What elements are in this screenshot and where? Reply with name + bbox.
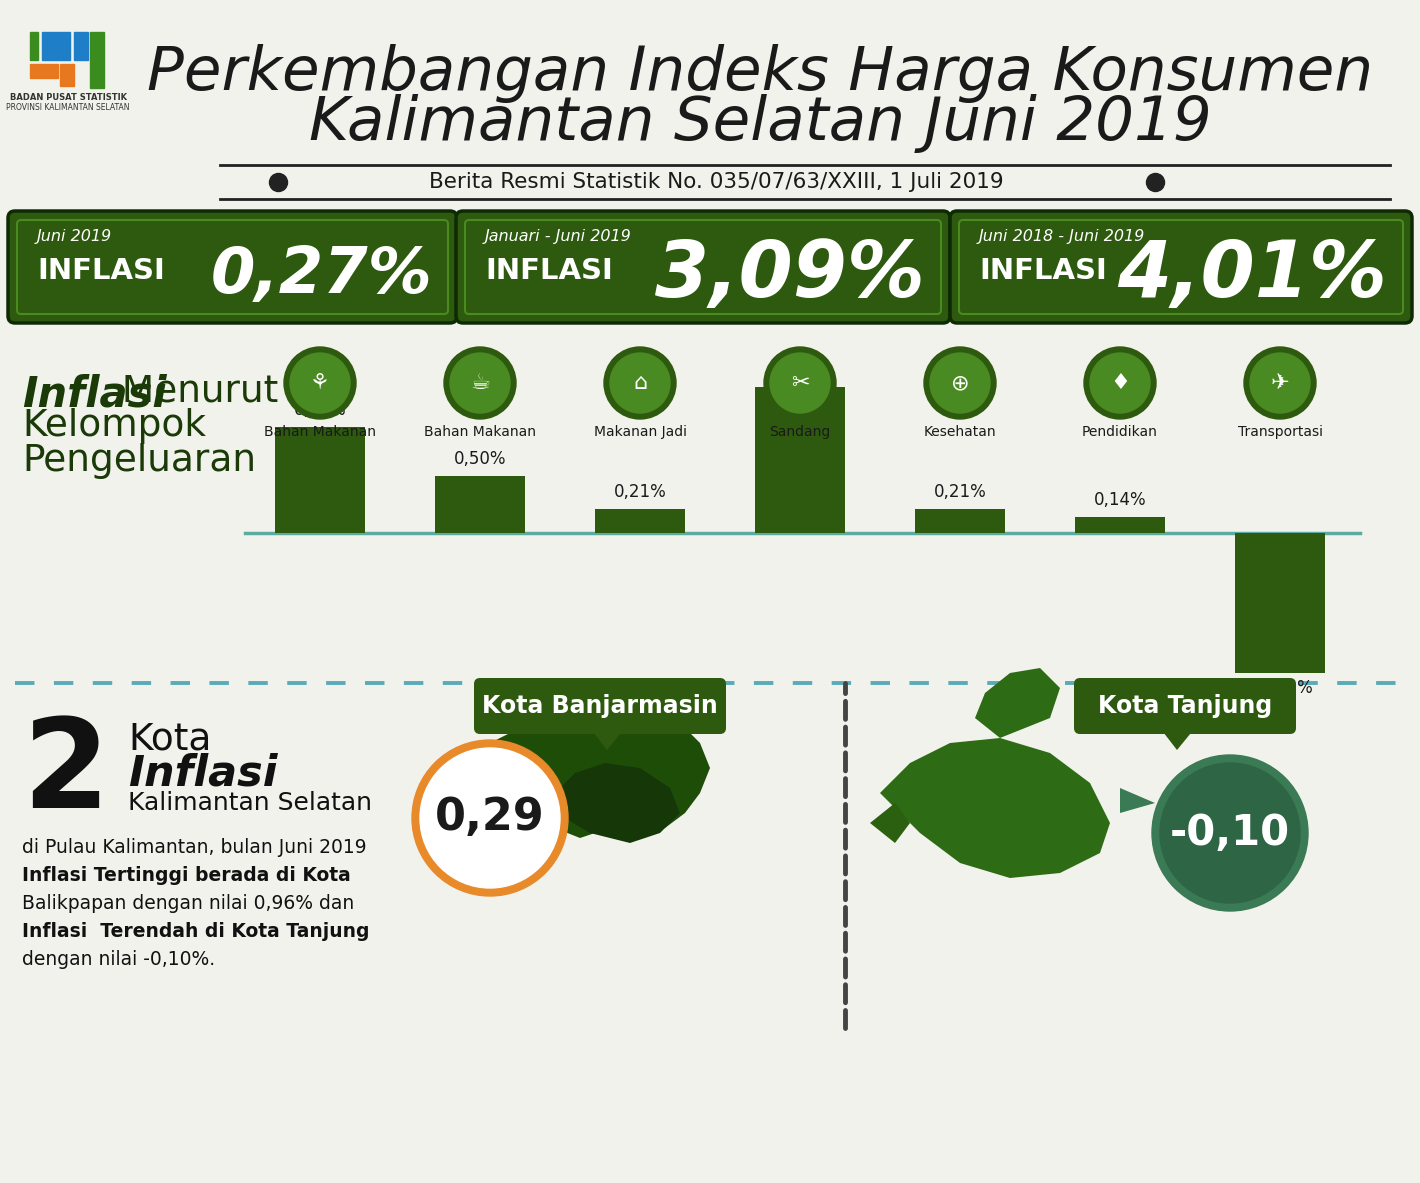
Circle shape (412, 741, 568, 896)
Text: Perkembangan Indeks Harga Konsumen: Perkembangan Indeks Harga Konsumen (146, 44, 1373, 103)
Text: Kalimantan Selatan Juni 2019: Kalimantan Selatan Juni 2019 (308, 93, 1211, 153)
Text: 0,21%: 0,21% (613, 483, 666, 500)
Circle shape (450, 353, 510, 413)
Polygon shape (528, 808, 559, 828)
Circle shape (611, 353, 670, 413)
Bar (914, 509, 1005, 534)
Text: Januari - Juni 2019: Januari - Juni 2019 (486, 228, 632, 244)
Text: ♦: ♦ (1110, 373, 1130, 393)
Polygon shape (880, 738, 1110, 878)
Bar (30, 32, 38, 60)
Circle shape (1152, 755, 1308, 911)
Text: 1,27%: 1,27% (774, 361, 826, 379)
FancyBboxPatch shape (474, 678, 726, 733)
Bar (74, 32, 88, 60)
Circle shape (444, 347, 515, 419)
Bar (43, 32, 70, 60)
Text: BADAN PUSAT STATISTIK: BADAN PUSAT STATISTIK (10, 93, 126, 102)
Text: 0,14%: 0,14% (1093, 491, 1146, 509)
Text: ✈: ✈ (1271, 373, 1289, 393)
Circle shape (924, 347, 995, 419)
Text: 2: 2 (21, 713, 109, 834)
Text: PROVINSI KALIMANTAN SELATAN: PROVINSI KALIMANTAN SELATAN (6, 103, 129, 112)
Text: 0,27%: 0,27% (210, 244, 432, 306)
Text: 0,50%: 0,50% (454, 450, 507, 467)
FancyBboxPatch shape (9, 211, 457, 323)
Bar (1235, 534, 1325, 673)
Polygon shape (589, 728, 625, 750)
Text: Juni 2018 - Juni 2019: Juni 2018 - Juni 2019 (978, 228, 1146, 244)
Text: 0,21%: 0,21% (933, 483, 987, 500)
Text: Menurut: Menurut (109, 373, 278, 409)
Text: ✂: ✂ (791, 373, 809, 393)
FancyBboxPatch shape (1074, 678, 1296, 733)
FancyBboxPatch shape (950, 211, 1411, 323)
Polygon shape (976, 668, 1059, 738)
Text: Balikpapan dengan nilai 0,96% dan: Balikpapan dengan nilai 0,96% dan (21, 894, 354, 913)
Circle shape (1083, 347, 1156, 419)
Text: 3,09%: 3,09% (655, 237, 924, 313)
Circle shape (1244, 347, 1316, 419)
Text: Berita Resmi Statistik No. 035/07/63/XXIII, 1 Juli 2019: Berita Resmi Statistik No. 035/07/63/XXI… (429, 172, 1004, 192)
Circle shape (604, 347, 676, 419)
Circle shape (930, 353, 990, 413)
Polygon shape (1120, 788, 1154, 813)
Text: Kota Tanjung: Kota Tanjung (1098, 694, 1272, 718)
Text: INFLASI: INFLASI (37, 257, 165, 285)
Text: Bahan Makanan: Bahan Makanan (264, 425, 376, 439)
Text: dengan nilai -0,10%.: dengan nilai -0,10%. (21, 950, 214, 969)
Text: Pendidikan: Pendidikan (1082, 425, 1157, 439)
Text: −1,22%: −1,22% (1247, 679, 1314, 697)
Bar (755, 387, 845, 534)
FancyBboxPatch shape (456, 211, 950, 323)
Text: Inflasi Tertinggi berada di Kota: Inflasi Tertinggi berada di Kota (21, 866, 351, 885)
Circle shape (420, 748, 559, 888)
Text: Makanan Jadi: Makanan Jadi (594, 425, 686, 439)
Text: Kota: Kota (128, 720, 212, 757)
Text: Sandang: Sandang (770, 425, 831, 439)
Text: 4,01%: 4,01% (1118, 237, 1387, 313)
Text: di Pulau Kalimantan, bulan Juni 2019: di Pulau Kalimantan, bulan Juni 2019 (21, 838, 366, 856)
Polygon shape (1160, 728, 1196, 750)
Bar (435, 476, 525, 534)
Text: Kelompok: Kelompok (21, 408, 206, 444)
Bar (89, 32, 104, 88)
Bar (595, 509, 684, 534)
Circle shape (770, 353, 831, 413)
Bar (30, 64, 58, 78)
Polygon shape (490, 718, 710, 838)
Circle shape (1091, 353, 1150, 413)
Text: Kalimantan Selatan: Kalimantan Selatan (128, 791, 372, 815)
Text: Juni 2019: Juni 2019 (37, 228, 112, 244)
Text: Pengeluaran: Pengeluaran (21, 442, 256, 479)
Text: Inflasi: Inflasi (21, 373, 166, 415)
Text: Inflasi: Inflasi (128, 754, 277, 795)
Text: 0,92%: 0,92% (294, 401, 346, 419)
Bar (275, 427, 365, 534)
Polygon shape (555, 763, 680, 843)
Text: ⌂: ⌂ (633, 373, 648, 393)
Text: 0,29: 0,29 (435, 796, 545, 840)
Bar (60, 64, 74, 86)
Circle shape (1160, 763, 1299, 903)
Text: ⊕: ⊕ (950, 373, 970, 393)
Text: Kota Banjarmasin: Kota Banjarmasin (483, 694, 719, 718)
Text: Bahan Makanan: Bahan Makanan (425, 425, 535, 439)
Text: Transportasi: Transportasi (1237, 425, 1322, 439)
Text: Kesehatan: Kesehatan (923, 425, 997, 439)
Circle shape (1250, 353, 1311, 413)
Polygon shape (870, 803, 910, 843)
Text: ⚘: ⚘ (310, 373, 329, 393)
Text: -0,10: -0,10 (1170, 812, 1289, 854)
Circle shape (284, 347, 356, 419)
Circle shape (290, 353, 349, 413)
Circle shape (764, 347, 836, 419)
Text: ☕: ☕ (470, 373, 490, 393)
Bar (1075, 517, 1164, 534)
Text: INFLASI: INFLASI (486, 257, 613, 285)
Text: Inflasi  Terendah di Kota Tanjung: Inflasi Terendah di Kota Tanjung (21, 922, 369, 940)
Text: INFLASI: INFLASI (978, 257, 1106, 285)
